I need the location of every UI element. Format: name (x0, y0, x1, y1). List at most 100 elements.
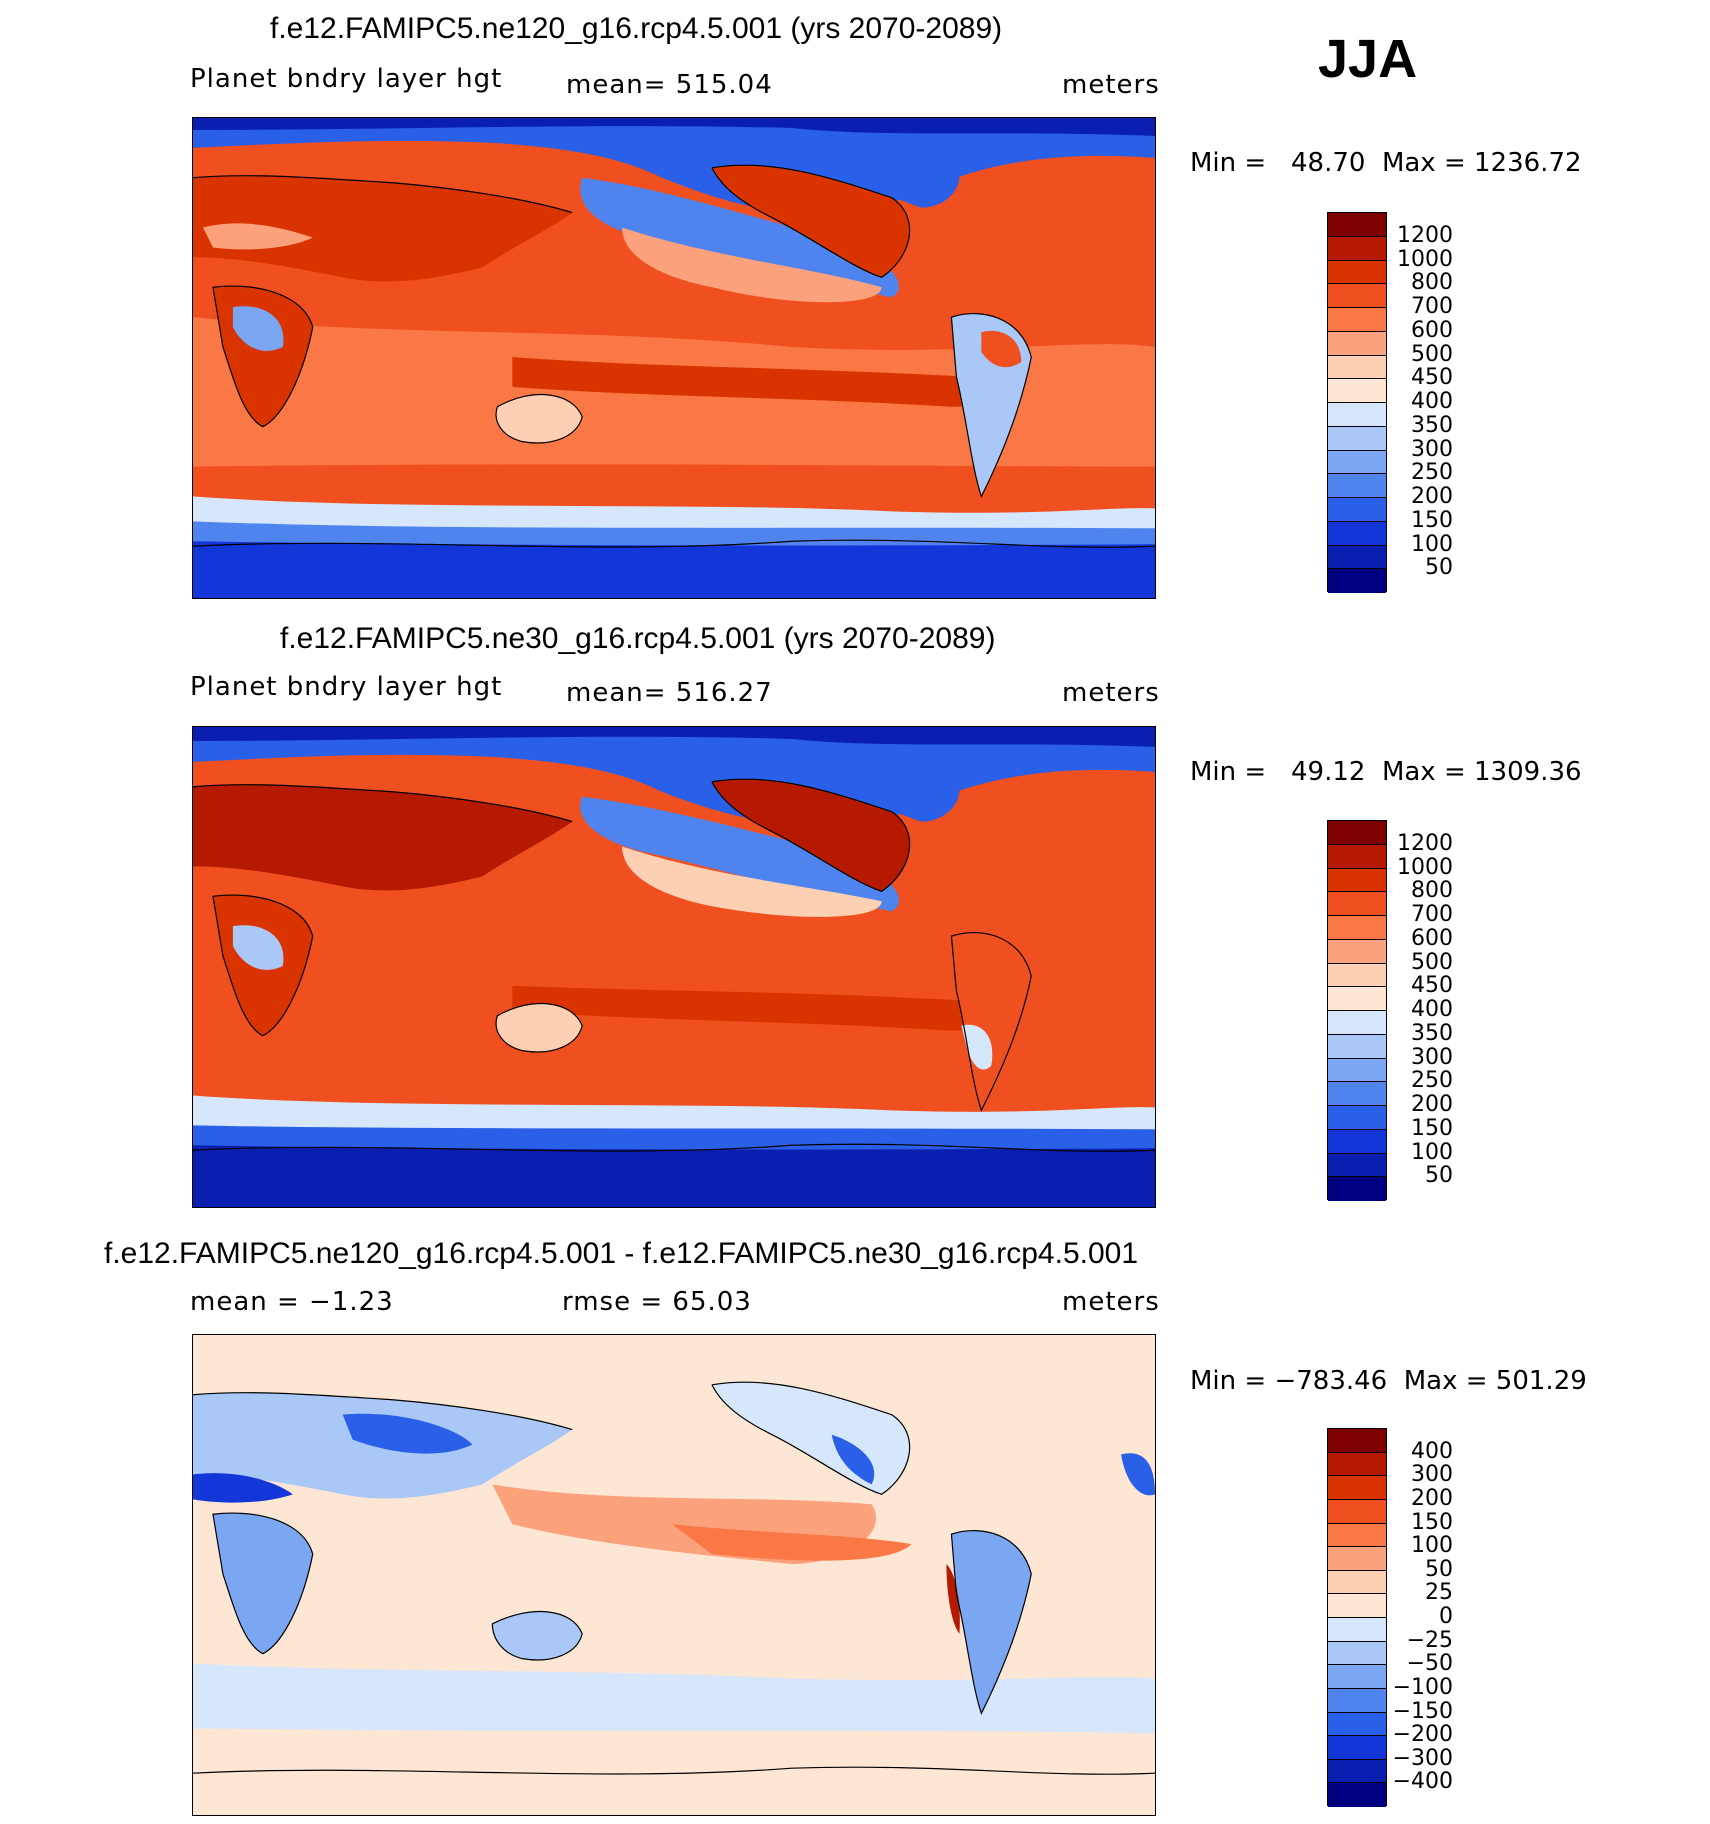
colorbar-swatch (1328, 474, 1386, 498)
colorbar-swatch (1328, 1429, 1386, 1453)
panel1-minmax: Min = 48.70 Max = 1236.72 (1190, 148, 1582, 178)
colorbar-swatch (1328, 1523, 1386, 1548)
colorbar-swatch (1328, 892, 1386, 916)
colorbar-tick-label: 800 (1411, 270, 1453, 296)
colorbar-swatch (1328, 521, 1386, 546)
colorbar-swatch (1328, 236, 1386, 261)
colorbar-tick-label: 150 (1411, 507, 1453, 533)
panel1-colorbar (1327, 212, 1387, 593)
colorbar-tick-label: 150 (1411, 1509, 1453, 1535)
colorbar-swatch (1328, 498, 1386, 522)
colorbar-swatch (1328, 1034, 1386, 1059)
colorbar-swatch (1328, 308, 1386, 332)
colorbar-swatch (1328, 355, 1386, 380)
panel2-title: f.e12.FAMIPC5.ne30_g16.rcp4.5.001 (yrs 2… (280, 622, 996, 655)
colorbar-tick-label: 1000 (1397, 246, 1453, 272)
colorbar-tick-label: 1000 (1397, 854, 1453, 880)
colorbar-tick-label: 50 (1425, 1556, 1453, 1582)
colorbar-swatch (1328, 1712, 1386, 1737)
colorbar-swatch (1328, 1594, 1386, 1618)
colorbar-swatch (1328, 331, 1386, 356)
colorbar-tick-label: 250 (1411, 460, 1453, 486)
colorbar-tick-label: −200 (1392, 1722, 1453, 1748)
panel3-minmax: Min = −783.46 Max = 501.29 (1190, 1366, 1587, 1396)
colorbar-tick-label: 200 (1411, 1092, 1453, 1117)
colorbar-swatch (1328, 403, 1386, 427)
colorbar-tick-label: 100 (1411, 1533, 1453, 1559)
panel2-units: meters (1062, 678, 1160, 708)
colorbar-tick-label: 450 (1411, 973, 1453, 999)
colorbar-swatch (1328, 868, 1386, 893)
colorbar-swatch (1328, 1153, 1386, 1178)
colorbar-swatch (1328, 939, 1386, 964)
colorbar-tick-label: 700 (1411, 294, 1453, 319)
panel1-variable: Planet bndry layer hgt (190, 64, 503, 94)
colorbar-swatch (1328, 916, 1386, 940)
colorbar-swatch (1328, 260, 1386, 285)
colorbar-tick-label: −25 (1406, 1627, 1453, 1653)
colorbar-swatch (1328, 569, 1386, 593)
panel1-mean: mean= 515.04 (566, 70, 773, 100)
colorbar-tick-label: 400 (1411, 997, 1453, 1022)
colorbar-swatch (1328, 1499, 1386, 1524)
colorbar-swatch (1328, 379, 1386, 403)
colorbar-swatch (1328, 1665, 1386, 1689)
colorbar-tick-label: 1200 (1397, 222, 1453, 248)
colorbar-tick-label: 50 (1425, 1163, 1453, 1189)
colorbar-tick-label: 500 (1411, 341, 1453, 367)
colorbar-swatch (1328, 1783, 1386, 1807)
panel1-title: f.e12.FAMIPC5.ne120_g16.rcp4.5.001 (yrs … (270, 12, 1003, 45)
colorbar-swatch (1328, 1688, 1386, 1713)
colorbar-swatch (1328, 1618, 1386, 1642)
colorbar-tick-label: 150 (1411, 1115, 1453, 1141)
panel1-map (192, 117, 1156, 599)
colorbar-swatch (1328, 1177, 1386, 1201)
colorbar-swatch (1328, 213, 1386, 237)
colorbar-tick-label: 600 (1411, 925, 1453, 951)
colorbar-tick-label: 600 (1411, 317, 1453, 343)
panel2-mean: mean= 516.27 (566, 678, 773, 708)
colorbar-swatch (1328, 1547, 1386, 1571)
panel3-colorbar (1327, 1428, 1387, 1807)
colorbar-tick-label: 450 (1411, 365, 1453, 391)
colorbar-swatch (1328, 821, 1386, 845)
colorbar-tick-label: 200 (1411, 484, 1453, 509)
panel2-colorbar (1327, 820, 1387, 1201)
colorbar-swatch (1328, 1011, 1386, 1035)
colorbar-tick-label: 350 (1411, 412, 1453, 438)
colorbar-swatch (1328, 1736, 1386, 1760)
colorbar-tick-label: 300 (1411, 1462, 1453, 1488)
colorbar-swatch (1328, 545, 1386, 570)
colorbar-swatch (1328, 450, 1386, 475)
colorbar-tick-label: −400 (1392, 1769, 1453, 1795)
colorbar-swatch (1328, 1082, 1386, 1106)
panel2-minmax: Min = 49.12 Max = 1309.36 (1190, 757, 1582, 787)
colorbar-tick-label: 300 (1411, 1044, 1453, 1070)
colorbar-tick-label: 1200 (1397, 830, 1453, 856)
colorbar-tick-label: −100 (1392, 1674, 1453, 1700)
colorbar-tick-label: 0 (1439, 1604, 1453, 1629)
colorbar-tick-label: 50 (1425, 555, 1453, 581)
colorbar-tick-label: 500 (1411, 949, 1453, 975)
colorbar-tick-label: 700 (1411, 902, 1453, 927)
colorbar-swatch (1328, 1641, 1386, 1666)
colorbar-swatch (1328, 1476, 1386, 1500)
panel2-map (192, 726, 1156, 1208)
colorbar-swatch (1328, 1452, 1386, 1477)
colorbar-tick-label: 800 (1411, 878, 1453, 904)
colorbar-swatch (1328, 1058, 1386, 1083)
colorbar-tick-label: 100 (1411, 1139, 1453, 1165)
panel3-units: meters (1062, 1287, 1160, 1317)
colorbar-tick-label: 250 (1411, 1068, 1453, 1094)
colorbar-tick-label: −150 (1392, 1698, 1453, 1724)
panel3-mean: mean = −1.23 (190, 1287, 394, 1317)
colorbar-swatch (1328, 426, 1386, 451)
colorbar-tick-label: 100 (1411, 531, 1453, 557)
colorbar-swatch (1328, 963, 1386, 988)
colorbar-swatch (1328, 1570, 1386, 1595)
colorbar-swatch (1328, 844, 1386, 869)
panel3-title: f.e12.FAMIPC5.ne120_g16.rcp4.5.001 - f.e… (104, 1237, 1139, 1270)
colorbar-tick-label: 200 (1411, 1485, 1453, 1511)
season-label: JJA (1318, 29, 1418, 89)
colorbar-tick-label: 400 (1411, 389, 1453, 414)
